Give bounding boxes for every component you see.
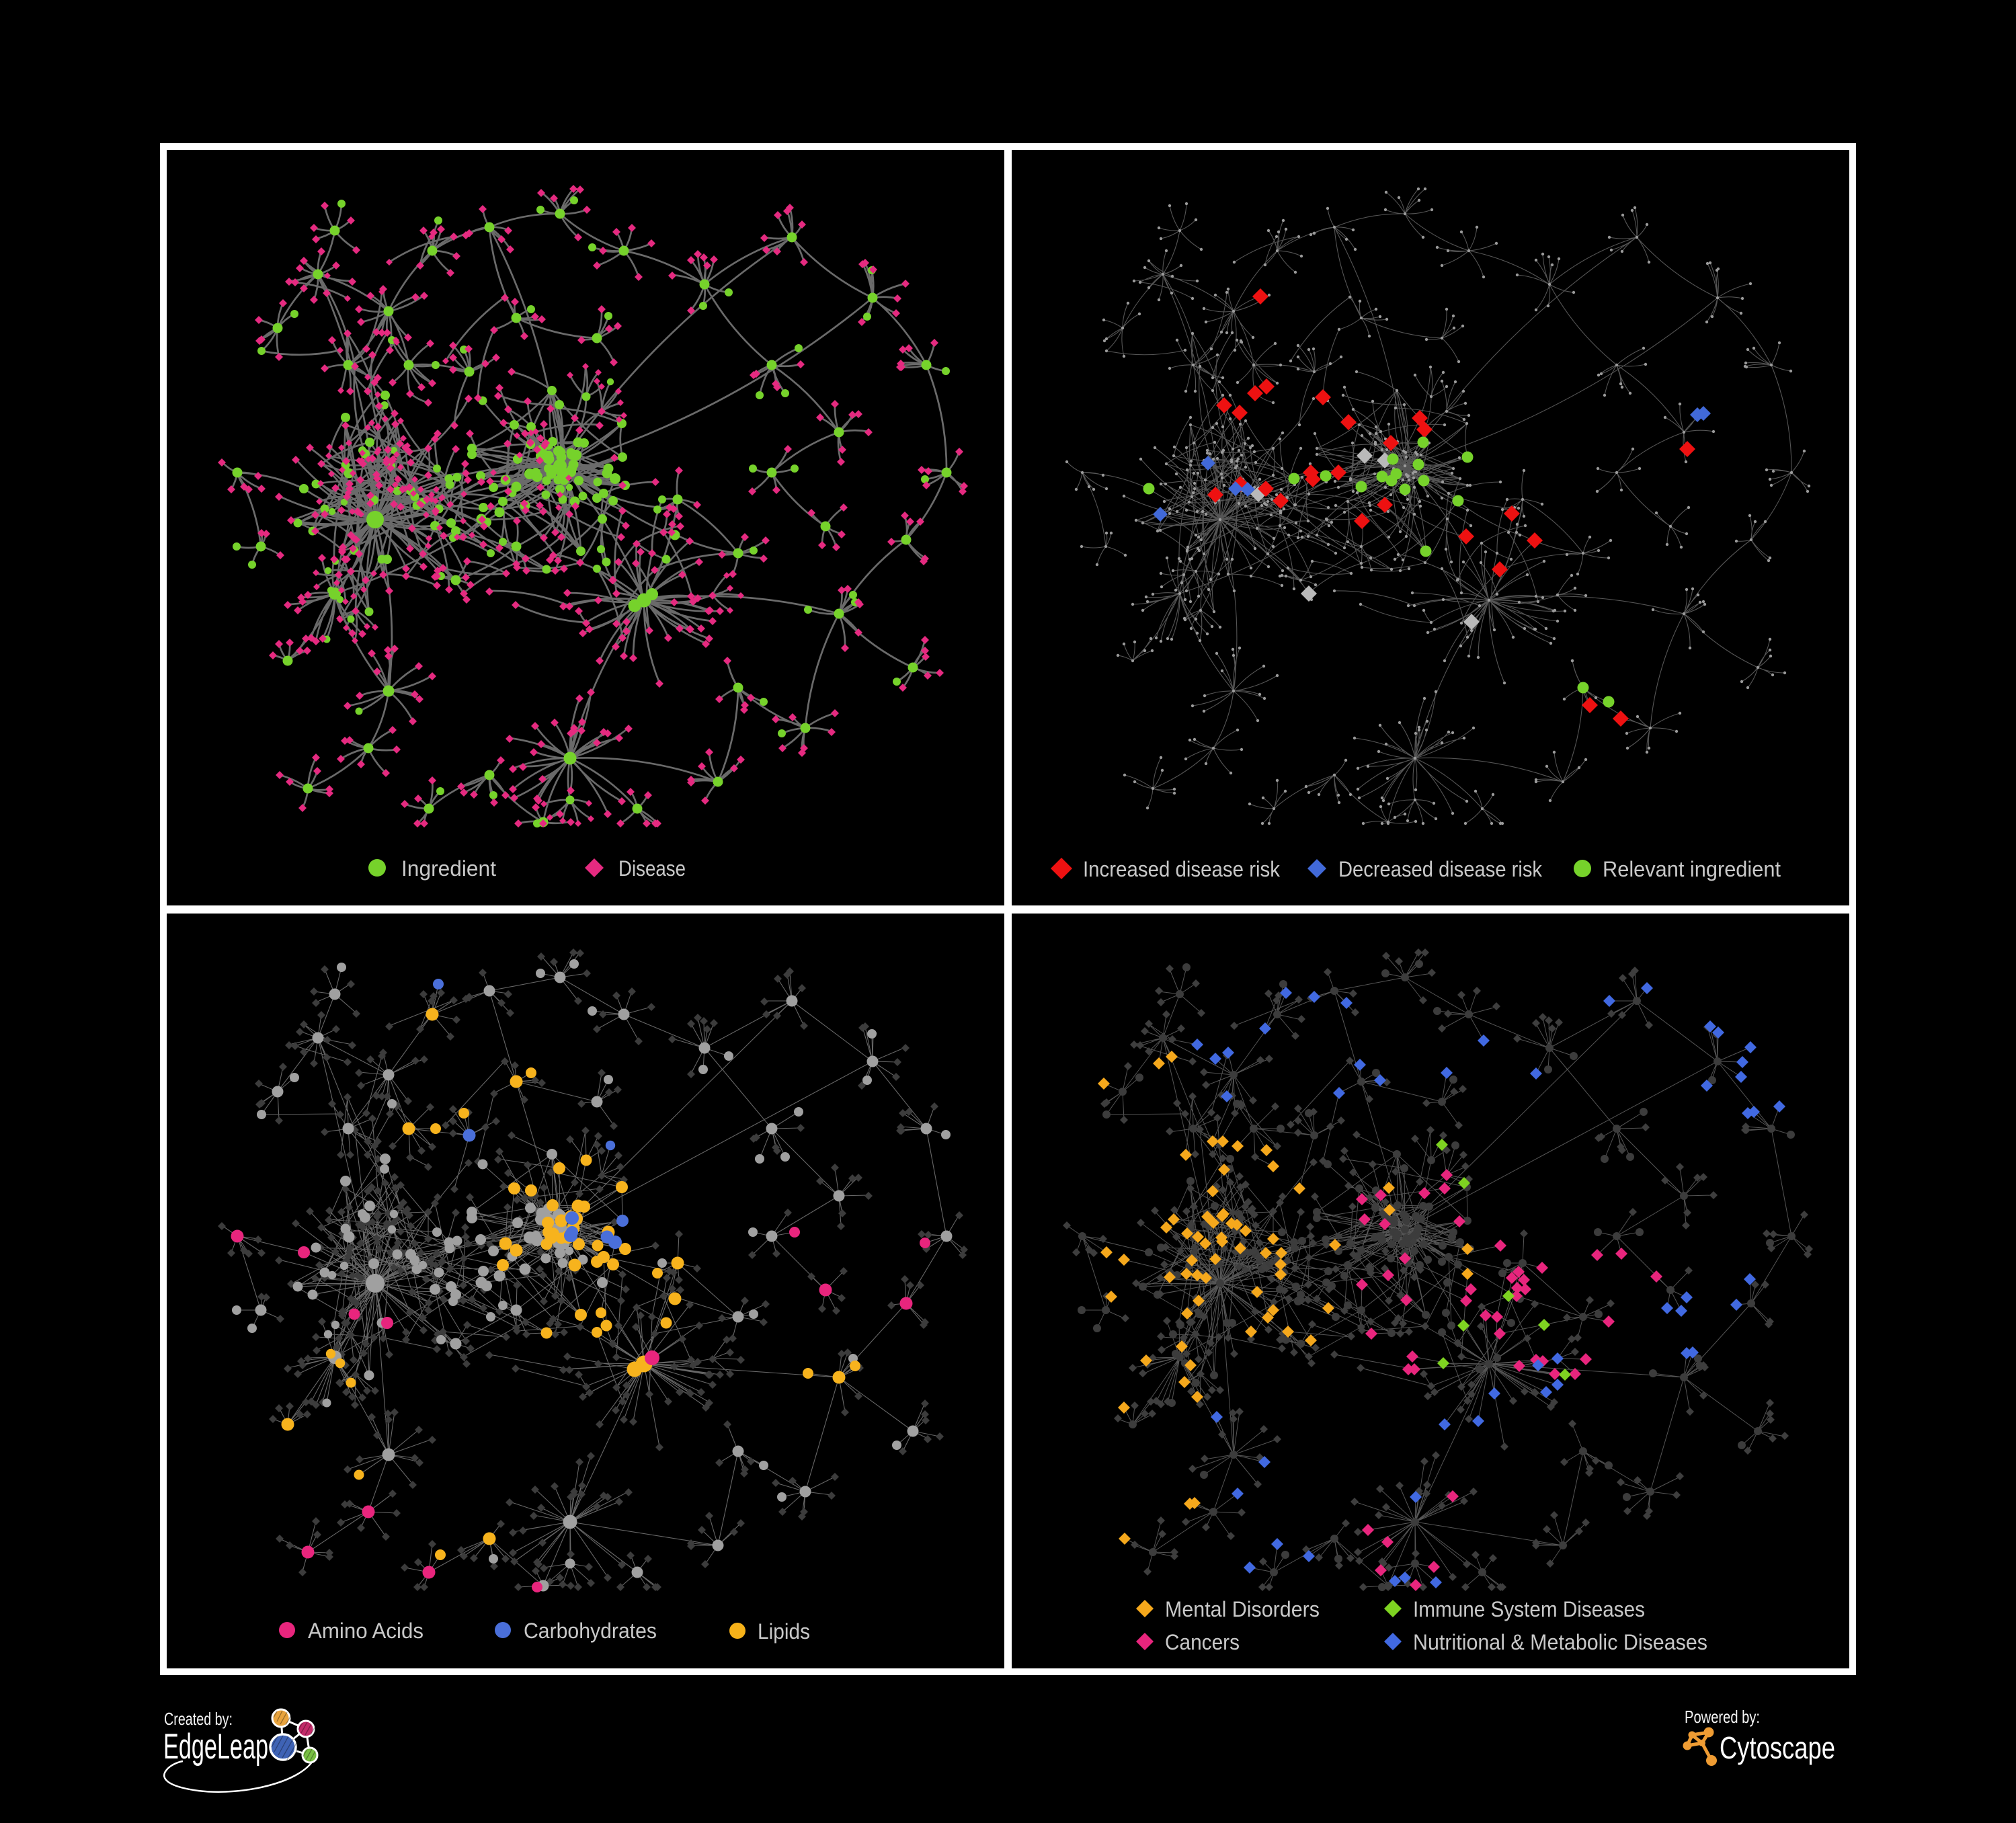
svg-text:Lipids: Lipids bbox=[758, 1619, 810, 1644]
svg-text:Relevant ingredient: Relevant ingredient bbox=[1603, 857, 1781, 881]
svg-text:Immune System Diseases: Immune System Diseases bbox=[1413, 1597, 1645, 1621]
svg-text:Powered by:: Powered by: bbox=[1685, 1707, 1760, 1727]
svg-text:Created by:: Created by: bbox=[164, 1709, 233, 1729]
svg-text:Cytoscape: Cytoscape bbox=[1720, 1730, 1835, 1765]
svg-text:Mental Disorders: Mental Disorders bbox=[1165, 1597, 1320, 1621]
svg-text:EdgeLeap: EdgeLeap bbox=[163, 1727, 268, 1767]
svg-text:Nutritional & Metabolic Diseas: Nutritional & Metabolic Diseases bbox=[1413, 1630, 1707, 1654]
svg-text:Disease: Disease bbox=[618, 856, 686, 881]
svg-text:Carbohydrates: Carbohydrates bbox=[524, 1619, 657, 1643]
svg-text:Increased disease risk: Increased disease risk bbox=[1083, 857, 1281, 881]
svg-text:Amino Acids: Amino Acids bbox=[308, 1619, 424, 1643]
svg-text:Ingredient: Ingredient bbox=[401, 856, 496, 881]
svg-text:Cancers: Cancers bbox=[1165, 1630, 1240, 1654]
svg-text:Decreased disease risk: Decreased disease risk bbox=[1338, 857, 1543, 881]
